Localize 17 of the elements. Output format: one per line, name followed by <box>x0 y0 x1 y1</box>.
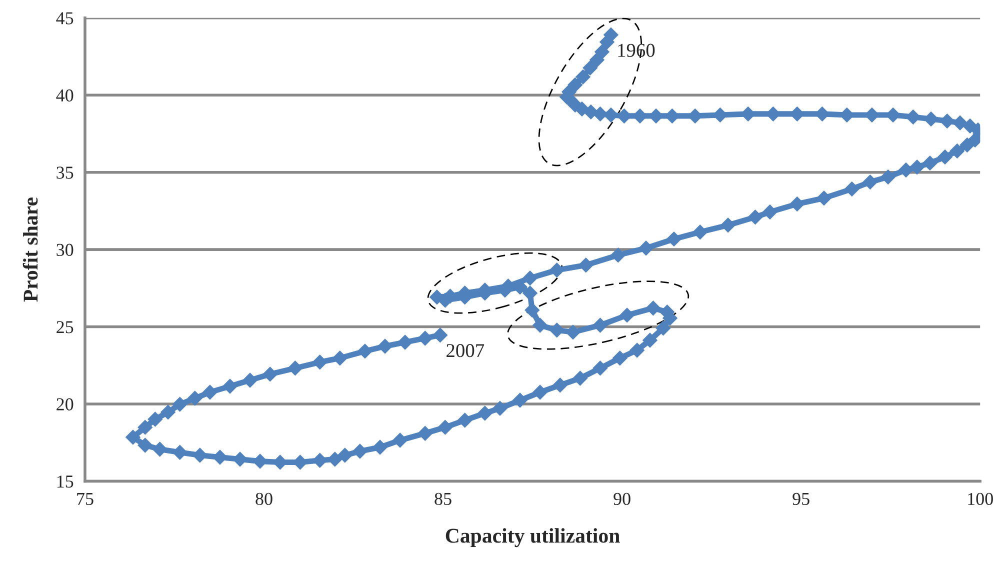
annotation: 2007 <box>446 344 484 358</box>
y-axis-title: Profit share <box>22 198 38 302</box>
x-tick-label: 100 <box>968 492 993 506</box>
y-tick-label: 35 <box>56 166 74 179</box>
x-tick-label: 85 <box>434 492 452 506</box>
y-tick-label: 15 <box>57 476 74 488</box>
y-tick-label: 30 <box>56 244 74 256</box>
y-tick-label: 25 <box>56 321 74 334</box>
x-tick-label: 95 <box>792 492 810 506</box>
x-axis-title: Capacity utilization <box>446 528 620 548</box>
x-tick-label: 75 <box>77 493 94 506</box>
annotation: 1960 <box>618 44 655 57</box>
y-tick-label: 45 <box>56 12 74 24</box>
y-tick-label: 40 <box>56 89 74 102</box>
x-tick-label: 80 <box>256 492 272 506</box>
y-tick-label: 20 <box>56 398 74 410</box>
x-tick-label: 90 <box>614 492 630 506</box>
